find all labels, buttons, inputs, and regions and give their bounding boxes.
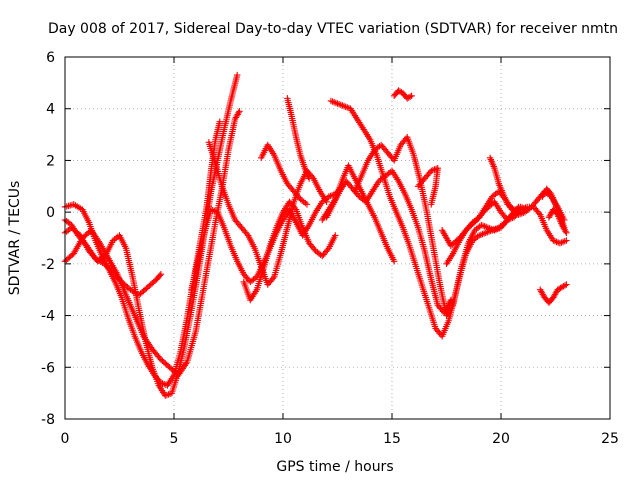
series-track-13 [351,133,522,319]
data-point [156,272,164,279]
data-point [354,191,362,199]
series-track-7 [240,198,339,304]
y-tick-label: -4 [41,309,55,325]
data-point [535,209,543,217]
data-point [390,258,398,265]
data-point [305,175,313,182]
x-tick-label: 15 [383,431,401,447]
data-point [563,281,570,288]
series-track-21 [537,281,570,306]
data-point [510,206,518,213]
y-axis-label: SDTVAR / TECUs [7,181,23,296]
data-point [454,236,462,243]
data-point [324,246,331,254]
axis-ticks [64,56,611,420]
data-point [311,246,318,253]
series-track-18 [486,154,518,213]
data-point [157,271,165,278]
x-tick-label: 10 [274,431,292,447]
data-point [472,217,479,225]
data-point [243,230,251,238]
data-markers [61,71,570,399]
x-tick-label: 5 [170,431,179,447]
data-point [562,228,569,235]
data-point [303,201,311,208]
series-track-14 [390,87,415,102]
data-point [291,204,298,212]
data-point [463,225,471,233]
data-point [295,194,303,201]
x-axis-label: GPS time / hours [276,459,393,475]
series-track-15 [414,164,441,208]
data-point [563,237,570,244]
data-point [332,232,339,239]
y-tick-label: 4 [46,102,55,118]
data-point [563,229,570,237]
x-tick-label: 0 [61,431,70,447]
y-tick-label: -2 [41,257,55,273]
x-tick-label: 25 [601,431,619,447]
x-tick-label: 20 [492,431,510,447]
data-point [156,354,163,362]
series-track-9 [284,95,313,182]
data-point [406,93,414,100]
data-point [561,282,569,289]
plot-frame [64,56,611,420]
series-track-11 [319,162,398,265]
data-point [234,71,241,79]
tick-labels: 0 5 10 15 20 25 -8 -6 -4 -2 0 2 4 6 [41,50,619,447]
chart-title: Day 008 of 2017, Sidereal Day-to-day VTE… [48,21,618,37]
series-track-8 [258,141,311,208]
series-track-17 [438,198,570,249]
data-point [269,275,277,282]
y-tick-label: 0 [46,205,55,221]
series-track-20 [545,206,570,237]
y-tick-label: 2 [46,153,55,169]
data-point [408,92,415,99]
data-point [236,108,243,115]
data-point [428,201,435,208]
y-tick-label: -8 [41,412,55,428]
data-point [216,118,223,125]
y-tick-label: 6 [46,50,55,66]
data-point [323,198,330,205]
y-tick-label: -6 [41,360,55,376]
data-point [481,207,488,215]
data-point [235,109,242,117]
